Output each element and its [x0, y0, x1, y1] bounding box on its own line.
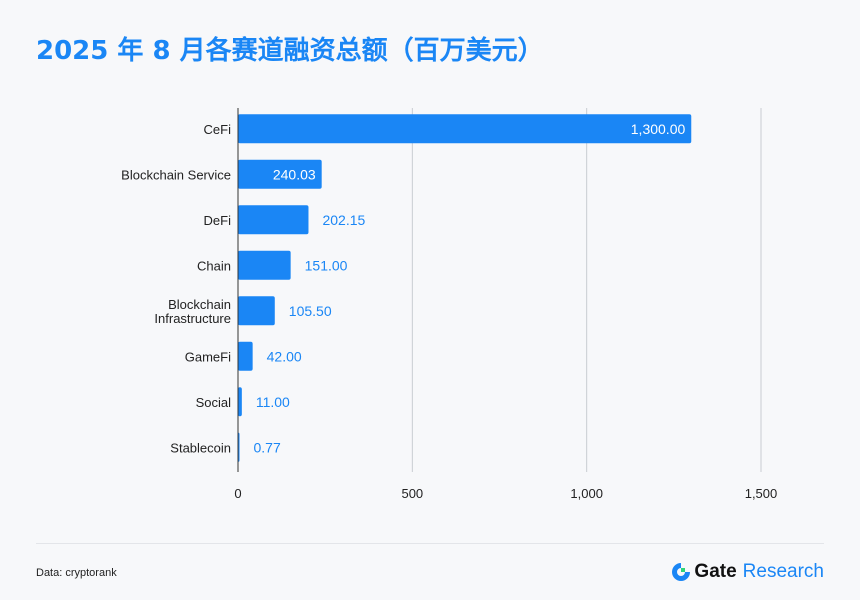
bar — [238, 387, 242, 417]
bar-chart: 0 500 1,000 1,500 CeFi 1,300.00 Blockchain Ser… — [121, 108, 778, 501]
brand-suffix: Research — [742, 561, 824, 582]
category-label: Chain — [197, 258, 231, 273]
category-label: GameFi — [185, 349, 231, 364]
data-source: Data: cryptorank — [36, 567, 117, 579]
bar — [238, 159, 322, 189]
bar — [238, 296, 275, 326]
data-label: 202.15 — [322, 212, 365, 228]
bar — [238, 250, 291, 280]
data-label: 240.03 — [273, 166, 316, 182]
bar — [238, 205, 309, 235]
data-label: 42.00 — [267, 348, 302, 364]
data-label: 1,300.00 — [631, 121, 686, 137]
bar — [238, 114, 692, 144]
data-label: 11.00 — [256, 394, 290, 410]
bar — [238, 341, 253, 371]
category-label: CeFi — [204, 122, 232, 137]
data-label: 105.50 — [289, 303, 332, 319]
x-tick-label: 0 — [234, 486, 241, 501]
x-tick-label: 1,000 — [570, 486, 603, 501]
category-label: Social — [196, 395, 232, 410]
data-label: 0.77 — [254, 439, 281, 455]
data-label: 151.00 — [305, 257, 348, 273]
category-label: Blockchain Service — [121, 167, 231, 182]
x-tick-label: 1,500 — [745, 486, 778, 501]
category-label: Stablecoin — [170, 440, 231, 455]
gate-logo-icon — [672, 563, 691, 581]
footer-divider — [36, 543, 824, 544]
brand-logo: Gate Research — [671, 561, 824, 583]
category-label: Blockchain Infrastructure — [154, 297, 231, 326]
brand-name: Gate — [694, 561, 737, 582]
chart-title: 2025 年 8 月各赛道融资总额（百万美元） — [36, 36, 544, 66]
category-label: DeFi — [204, 213, 232, 228]
x-tick-label: 500 — [401, 486, 423, 501]
